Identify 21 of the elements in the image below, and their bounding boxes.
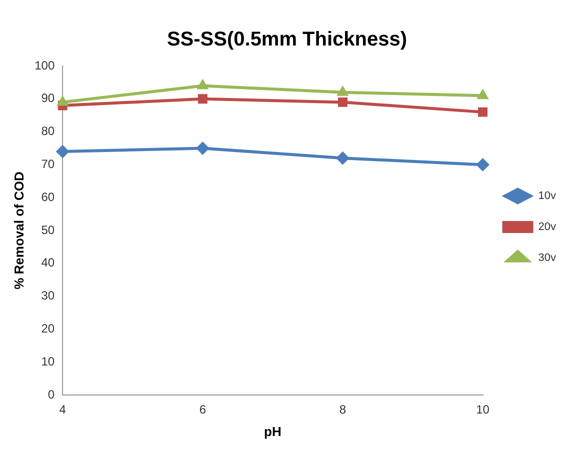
y-tick-label: 10 — [41, 354, 55, 368]
x-tick-label: 8 — [339, 402, 346, 417]
x-tick-label: 4 — [59, 402, 66, 417]
y-tick-label: 70 — [41, 157, 55, 172]
y-tick-label: 40 — [41, 256, 55, 270]
y-tick-label: 90 — [41, 91, 55, 106]
y-tick-label: 60 — [41, 190, 55, 204]
legend-label: 10v — [538, 190, 556, 202]
y-tick-label: 0 — [48, 387, 55, 402]
y-tick-label: 80 — [41, 124, 55, 138]
x-tick-label: 6 — [199, 402, 206, 417]
legend-label: 20v — [538, 221, 556, 234]
x-axis-title: pH — [264, 424, 282, 439]
legend-label: 30v — [538, 252, 556, 264]
y-tick-label: 100 — [34, 58, 55, 72]
y-axis-title: % Removal of COD — [11, 172, 26, 290]
y-tick-label: 20 — [41, 322, 55, 336]
y-tick-label: 30 — [41, 288, 55, 303]
x-tick-label: 10 — [476, 402, 490, 417]
chart-title: SS-SS(0.5mm Thickness) — [166, 28, 408, 51]
y-tick-label: 50 — [41, 222, 55, 237]
